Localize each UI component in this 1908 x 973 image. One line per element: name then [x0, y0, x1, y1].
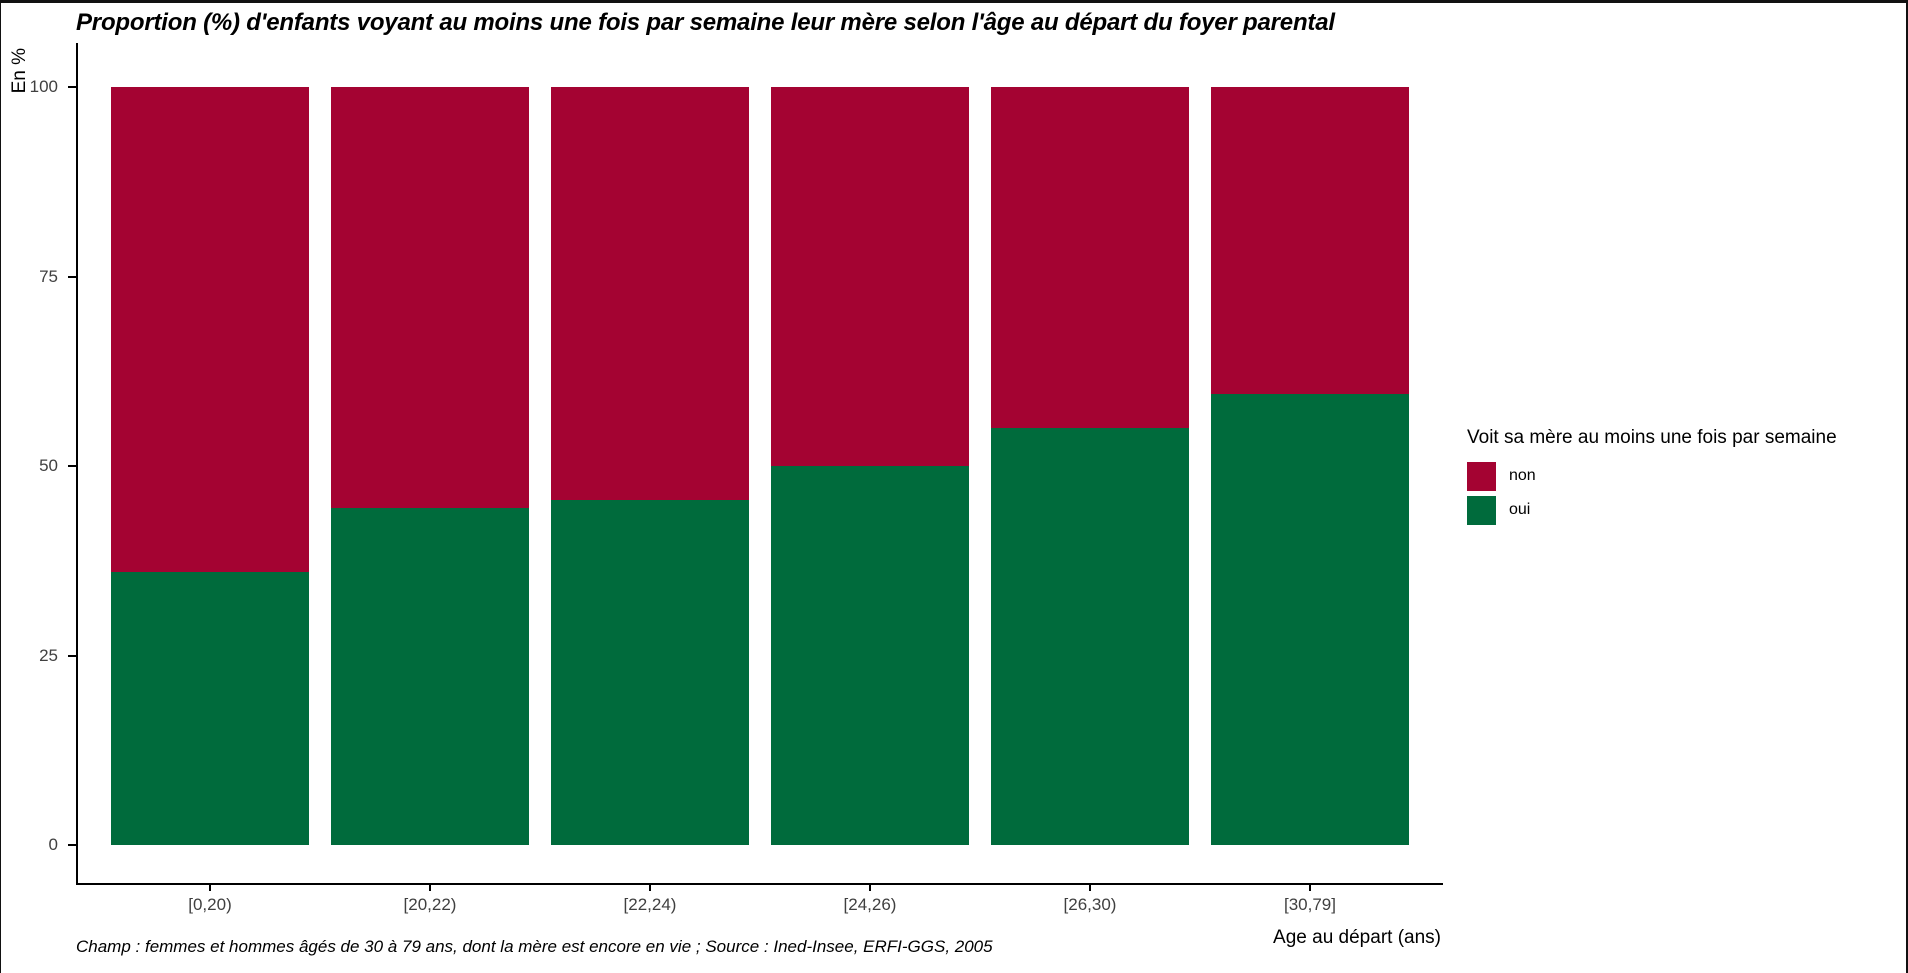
bar-[26,30): [991, 87, 1189, 845]
y-tick-mark: [68, 654, 76, 657]
caption: Champ : femmes et hommes âgés de 30 à 79…: [76, 937, 993, 956]
bar-segment-oui: [331, 507, 529, 845]
bar-segment-non: [331, 87, 529, 508]
bar-segment-oui: [771, 466, 969, 845]
x-tick-label: [26,30): [1063, 895, 1117, 914]
x-tick-mark: [209, 883, 211, 891]
bar-[30,79]: [1211, 87, 1409, 845]
legend-swatch-oui: [1467, 495, 1496, 525]
bar-segment-oui: [551, 500, 749, 845]
legend: Voit sa mère au moins une fois par semai…: [1467, 427, 1906, 529]
bar-segment-non: [551, 87, 749, 501]
y-tick-mark: [68, 275, 76, 278]
x-tick-label: [22,24): [623, 895, 677, 914]
legend-entry-non: non: [1467, 461, 1906, 491]
bar-segment-oui: [1211, 393, 1409, 845]
chart-title: Proportion (%) d'enfants voyant au moins…: [76, 9, 1335, 36]
legend-swatch-non: [1467, 461, 1496, 491]
legend-entries: non oui: [1467, 461, 1906, 525]
x-tick-mark: [1309, 883, 1311, 891]
bar-segment-oui: [991, 428, 1189, 845]
bar-[22,24): [551, 87, 749, 845]
y-tick-label: 0: [48, 835, 58, 854]
bar-segment-non: [771, 87, 969, 466]
bar-segment-non: [1211, 87, 1409, 394]
bar-[0,20): [111, 87, 309, 845]
bar-segment-non: [111, 87, 309, 573]
plot-panel: 0 25 50 75 100 [0,20) [20,22) [22,24) [24,26) [2…: [30, 43, 1443, 914]
x-tick-label: [24,26): [843, 895, 897, 914]
x-tick-label: [30,79]: [1284, 895, 1336, 914]
bar-segment-non: [991, 87, 1189, 429]
x-tick-mark: [869, 883, 871, 891]
x-tick-mark: [649, 883, 651, 891]
x-tick-label: [0,20): [188, 895, 232, 914]
bar-[20,22): [331, 87, 529, 845]
y-tick-label: 25: [39, 645, 58, 665]
y-tick-mark: [68, 844, 76, 846]
legend-title: Voit sa mère au moins une fois par semai…: [1467, 427, 1837, 448]
y-tick-label: 50: [39, 456, 58, 475]
x-tick-label: [20,22): [403, 895, 457, 914]
legend-entry-oui: oui: [1467, 495, 1906, 525]
y-tick-mark: [68, 465, 76, 467]
bar-segment-oui: [111, 572, 309, 845]
x-axis-title: Age au départ (ans): [1273, 927, 1441, 948]
x-tick-mark: [429, 883, 431, 891]
y-tick-label: 100: [29, 77, 58, 96]
legend-label-non: non: [1509, 467, 1536, 484]
y-tick-mark: [68, 86, 76, 88]
legend-label-oui: oui: [1509, 501, 1531, 518]
x-tick-mark: [1089, 883, 1091, 891]
y-tick-label: 75: [39, 266, 58, 286]
bar-[24,26): [771, 87, 969, 845]
